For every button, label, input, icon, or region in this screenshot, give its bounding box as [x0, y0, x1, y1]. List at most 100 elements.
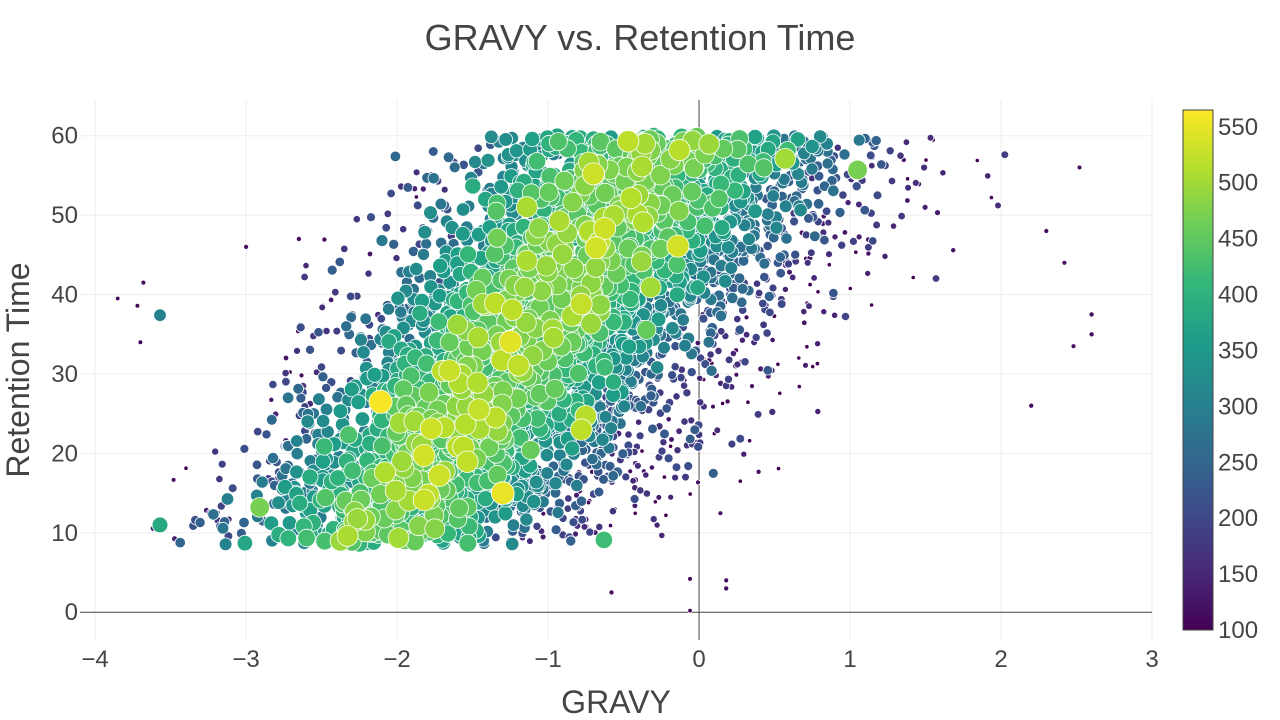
scatter-point: [827, 184, 840, 198]
scatter-point: [729, 349, 738, 358]
scatter-point: [868, 236, 878, 246]
scatter-point: [417, 224, 433, 240]
scatter-point: [249, 497, 270, 518]
scatter-point: [548, 476, 563, 491]
scatter-point: [490, 481, 515, 505]
scatter-point: [585, 527, 595, 537]
scatter-point: [535, 255, 557, 277]
scatter-point: [765, 307, 775, 318]
scatter-point: [632, 510, 638, 516]
scatter-point: [608, 507, 618, 516]
scatter-point: [255, 475, 269, 489]
scatter-point: [657, 340, 671, 355]
scatter-point: [352, 215, 361, 224]
colorbar-tick-label: 500: [1218, 170, 1258, 197]
scatter-point: [653, 298, 669, 313]
scatter-point: [607, 470, 619, 482]
scatter-point: [698, 313, 709, 324]
scatter-point: [356, 345, 371, 360]
scatter-point: [776, 299, 787, 309]
scatter-point: [277, 479, 293, 495]
scatter-point: [564, 494, 573, 503]
scatter-point: [837, 240, 847, 250]
scatter-point: [304, 344, 315, 355]
scatter-point: [762, 365, 774, 376]
scatter-point: [855, 200, 863, 209]
scatter-point: [490, 532, 501, 543]
scatter-point: [642, 489, 652, 498]
scatter-point: [763, 290, 775, 302]
scatter-point: [774, 148, 796, 170]
scatter-point: [520, 440, 541, 461]
scatter-point: [805, 302, 813, 310]
scatter-point: [218, 537, 233, 552]
scatter-point: [819, 234, 830, 246]
data-points: [114, 126, 1095, 614]
scatter-point: [312, 392, 326, 406]
colorbar: 100 150 200 250 300 350 400 450 500 550: [1182, 109, 1258, 644]
scatter-point: [740, 450, 748, 458]
scatter-point: [840, 311, 851, 322]
scatter-point: [743, 314, 750, 321]
scatter-point: [516, 196, 538, 219]
scatter-point: [796, 383, 802, 390]
scatter-point: [838, 190, 848, 200]
scatter-point: [663, 453, 674, 464]
colorbar-tick-label: 250: [1218, 449, 1258, 476]
scatter-point: [455, 202, 471, 217]
scatter-point: [300, 414, 315, 429]
scatter-point: [700, 359, 711, 370]
scatter-point: [527, 152, 547, 171]
scatter-point: [389, 150, 402, 163]
scatter-point: [752, 279, 762, 288]
scatter-point: [887, 176, 897, 186]
scatter-point: [432, 257, 449, 274]
scatter-point: [372, 436, 392, 456]
scatter-point: [251, 459, 263, 471]
scatter-point: [585, 256, 607, 278]
scatter-point: [373, 461, 396, 484]
scatter-point: [238, 516, 250, 529]
scatter-point: [302, 261, 310, 270]
scatter-point: [709, 189, 729, 209]
scatter-point: [742, 232, 756, 247]
scatter-point: [466, 371, 489, 394]
x-tick-label: 0: [692, 646, 705, 673]
scatter-point: [675, 427, 683, 435]
scatter-point: [789, 273, 797, 282]
scatter-point: [775, 268, 786, 279]
scatter-point: [419, 185, 427, 193]
y-tick-label: 10: [51, 520, 78, 547]
scatter-point: [376, 314, 387, 324]
scatter-point: [762, 328, 772, 338]
scatter-point: [806, 248, 816, 258]
scatter-point: [849, 236, 858, 246]
scatter-point: [639, 448, 645, 454]
scatter-point: [911, 178, 920, 187]
scatter-point: [217, 459, 227, 469]
scatter-point: [354, 411, 371, 427]
scatter-point: [298, 372, 305, 379]
scatter-point: [868, 161, 876, 170]
scatter-point: [645, 390, 657, 402]
scatter-point: [300, 272, 309, 282]
scatter-point: [808, 230, 821, 243]
scatter-point: [804, 344, 810, 350]
scatter-point: [648, 464, 656, 471]
scatter-point: [831, 233, 839, 241]
scatter-point: [194, 517, 206, 529]
scatter-point: [551, 506, 565, 519]
scatter-point: [336, 345, 346, 356]
scatter-point: [650, 311, 667, 328]
scatter-point: [446, 314, 469, 336]
scatter-point: [239, 443, 250, 454]
scatter-point: [853, 249, 859, 255]
scatter-point: [681, 472, 690, 482]
scatter-point: [804, 138, 820, 154]
scatter-point: [331, 288, 340, 297]
scatter-point: [762, 240, 773, 251]
y-tick-label: 20: [51, 440, 78, 467]
scatter-point: [926, 134, 935, 142]
scatter-point: [666, 234, 690, 258]
scatter-point: [714, 346, 723, 355]
